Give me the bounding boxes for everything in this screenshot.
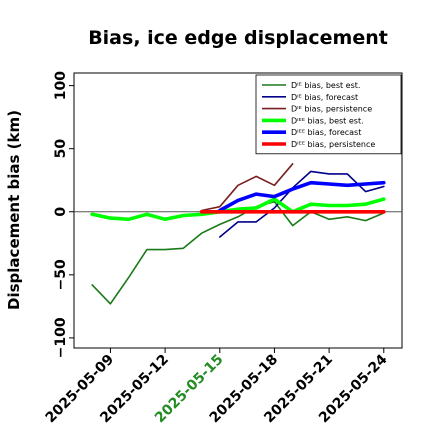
legend-entry: Dᴵᴱᴱ bias, forecast <box>291 128 361 137</box>
series-line-4 <box>90 197 386 222</box>
series-line-1 <box>91 200 385 305</box>
plot-frame <box>73 72 403 349</box>
y-axis-label: Displacement bias (km) <box>5 110 23 310</box>
legend-entry: Dᴵᴱᴱ bias, best est. <box>291 116 364 125</box>
chart-title: Bias, ice edge displacement <box>88 27 388 49</box>
y-tick-label: 50 <box>53 139 69 159</box>
legend-entry: Dᴵᴱ bias, best est. <box>291 81 360 90</box>
y-tick-label: −100 <box>53 317 69 358</box>
series-line-3 <box>200 163 294 212</box>
legend-entry: Dᴵᴱᴱ bias, persistence <box>291 140 375 149</box>
y-tick-label: −50 <box>53 259 69 290</box>
series-line-5 <box>218 180 386 213</box>
y-tick-label: 100 <box>53 71 69 100</box>
series-line-2 <box>219 170 385 238</box>
legend-entry: Dᴵᴱ bias, forecast <box>291 93 358 102</box>
series-layer <box>90 163 386 305</box>
legend-box <box>255 74 402 155</box>
legend: Dᴵᴱ bias, best est. Dᴵᴱ bias, forecast Dᴵᴱ… <box>255 74 402 155</box>
legend-entry: Dᴵᴱ bias, persistence <box>291 105 372 114</box>
y-tick-label: 0 <box>53 207 69 217</box>
